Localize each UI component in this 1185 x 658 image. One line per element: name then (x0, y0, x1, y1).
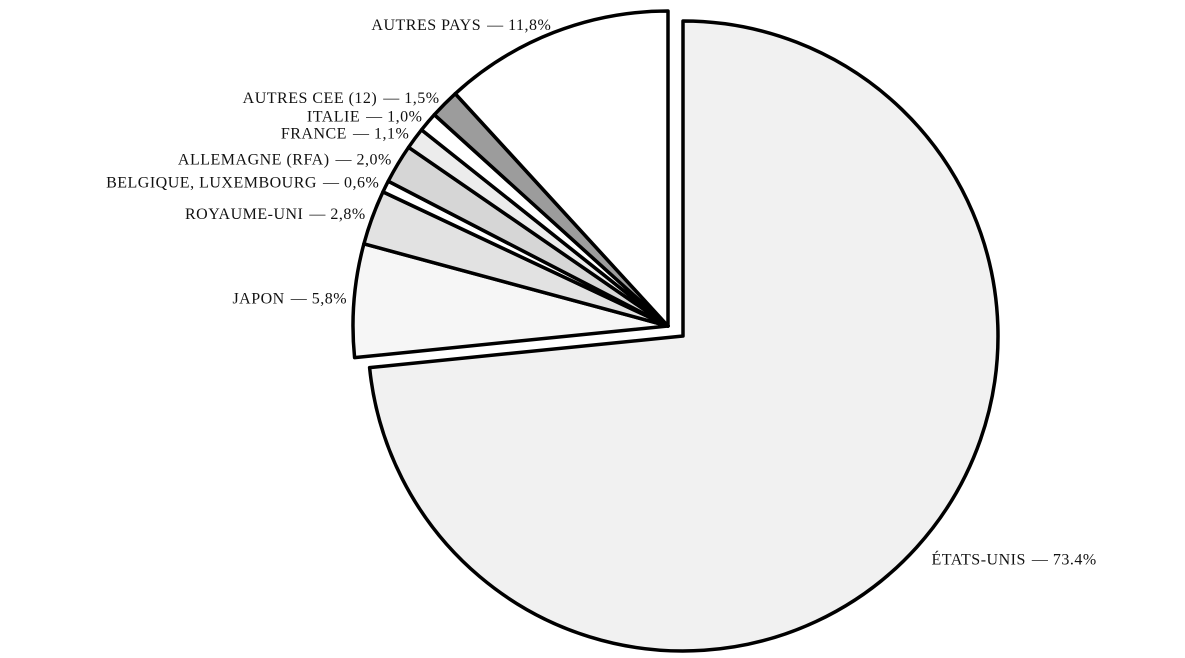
slice-category: FRANCE (281, 125, 347, 142)
slice-value-label: — 2,8% (308, 206, 365, 223)
slice-value-label: — 2,0% (335, 151, 392, 168)
slice-category: JAPON (232, 290, 284, 307)
slice-value-label: — 1,0% (365, 108, 422, 125)
slice-label: FRANCE — 1,1% (281, 125, 409, 142)
slice-value-label: — 73.4% (1031, 551, 1097, 568)
slice-category: ÉTATS-UNIS (931, 549, 1025, 568)
slice-label: AUTRES CEE (12) — 1,5% (243, 90, 440, 107)
slice-label: BELGIQUE, LUXEMBOURG — 0,6% (106, 174, 379, 191)
slice-value-label: — 11,8% (486, 17, 551, 34)
slice-category: BELGIQUE, LUXEMBOURG (106, 174, 317, 191)
slice-label: AUTRES PAYS — 11,8% (371, 17, 551, 34)
slice-category: ALLEMAGNE (RFA) (178, 151, 330, 168)
slice-category: AUTRES CEE (12) (243, 90, 378, 107)
pie-slice (453, 9, 670, 328)
slice-category: ITALIE (307, 108, 360, 125)
slice-value-label: — 1,1% (352, 125, 409, 142)
slice-label: ÉTATS-UNIS — 73.4% (931, 549, 1096, 568)
slice-value-label: — 1,5% (382, 90, 439, 107)
slice-label: JAPON — 5,8% (232, 290, 347, 307)
slice-label: ROYAUME-UNI — 2,8% (185, 206, 366, 223)
slice-category: AUTRES PAYS (371, 17, 481, 34)
slice-category: ROYAUME-UNI (185, 206, 303, 223)
slice-label: ALLEMAGNE (RFA) — 2,0% (178, 151, 392, 168)
slice-value-label: — 5,8% (290, 290, 347, 307)
slice-label: ITALIE — 1,0% (307, 108, 423, 125)
pie-slice (367, 19, 1000, 653)
slice-value-label: — 0,6% (322, 174, 379, 191)
